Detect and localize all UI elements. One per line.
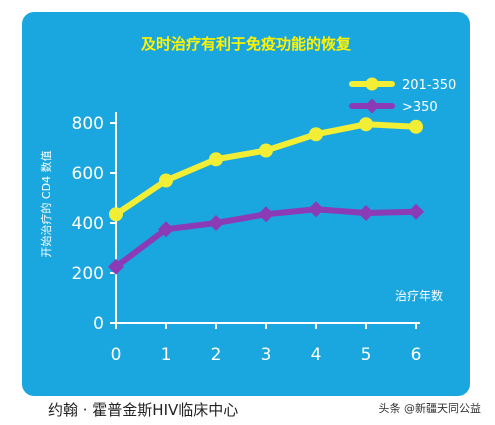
data-point <box>109 207 123 222</box>
data-point <box>358 205 374 221</box>
data-point <box>209 152 223 167</box>
y-tick-label: 800 <box>72 114 104 134</box>
series-layer <box>108 117 424 275</box>
y-tick-label: 600 <box>72 164 104 184</box>
data-point <box>408 203 424 220</box>
data-point <box>359 117 373 132</box>
data-point <box>308 201 324 218</box>
x-tick-label: 4 <box>311 345 322 365</box>
chart-panel: 及时治疗有利于免疫功能的恢复 201-350 >350 开始治疗的 CD4 数值 … <box>22 12 470 396</box>
source-caption: 约翰 · 霍普金斯HIV临床中心 <box>48 401 239 419</box>
line-chart: 及时治疗有利于免疫功能的恢复 201-350>350 开始治疗的 CD4 数值 … <box>39 35 456 365</box>
legend-label: 201-350 <box>402 78 456 93</box>
x-tick-label: 5 <box>361 345 372 365</box>
x-tick-label: 0 <box>111 345 122 365</box>
x-tick-label: 2 <box>211 345 222 365</box>
chart-title: 及时治疗有利于免疫功能的恢复 <box>141 35 352 53</box>
y-tick-label: 400 <box>72 214 104 234</box>
legend-marker <box>364 98 380 114</box>
legend-marker <box>365 77 379 91</box>
x-axis-label: 治疗年数 <box>395 288 443 303</box>
data-point <box>208 215 224 231</box>
watermark: 头条 @新疆天同公益 <box>378 402 482 415</box>
x-tick-label: 1 <box>161 345 172 365</box>
axes: 0 200 400 600 800 0 1 2 3 4 5 6 <box>72 112 422 365</box>
data-point <box>108 258 124 275</box>
data-point <box>159 173 173 188</box>
data-point <box>409 119 423 134</box>
legend: 201-350 >350 <box>349 77 456 115</box>
x-tick-label: 3 <box>261 345 272 365</box>
series-line <box>113 121 419 218</box>
data-point <box>158 221 174 238</box>
legend-label: >350 <box>402 100 438 115</box>
y-axis-label: 开始治疗的 CD4 数值 <box>39 150 53 257</box>
y-tick-label: 0 <box>93 314 104 334</box>
data-point <box>259 143 273 158</box>
data-point <box>258 206 274 223</box>
data-point <box>309 127 323 142</box>
x-tick-label: 6 <box>411 345 422 365</box>
y-tick-label: 200 <box>72 264 104 284</box>
